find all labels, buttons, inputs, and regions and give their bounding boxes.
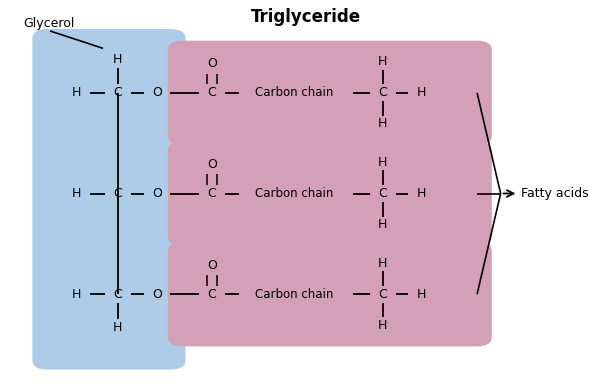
Text: C: C — [379, 187, 387, 200]
Text: O: O — [153, 86, 162, 99]
Text: O: O — [207, 158, 217, 171]
Text: C: C — [379, 288, 387, 301]
FancyBboxPatch shape — [168, 141, 492, 246]
Text: C: C — [379, 86, 387, 99]
Text: Carbon chain: Carbon chain — [255, 288, 334, 301]
Text: H: H — [378, 257, 388, 270]
Text: Carbon chain: Carbon chain — [255, 86, 334, 99]
Text: H: H — [378, 218, 388, 231]
Text: Glycerol: Glycerol — [24, 17, 75, 31]
Text: H: H — [416, 187, 426, 200]
Text: Carbon chain: Carbon chain — [255, 187, 334, 200]
Text: H: H — [72, 288, 81, 301]
Text: C: C — [208, 187, 216, 200]
Text: H: H — [72, 187, 81, 200]
Text: C: C — [208, 86, 216, 99]
FancyBboxPatch shape — [168, 41, 492, 145]
Text: O: O — [153, 288, 162, 301]
Text: H: H — [378, 156, 388, 169]
FancyBboxPatch shape — [168, 242, 492, 346]
Text: C: C — [208, 288, 216, 301]
Text: O: O — [153, 187, 162, 200]
FancyBboxPatch shape — [32, 29, 186, 370]
Text: H: H — [416, 86, 426, 99]
Text: H: H — [378, 319, 388, 332]
Text: O: O — [207, 259, 217, 272]
Text: H: H — [416, 288, 426, 301]
Text: H: H — [72, 86, 81, 99]
Text: H: H — [378, 117, 388, 130]
Text: C: C — [114, 187, 122, 200]
Text: O: O — [207, 57, 217, 70]
Text: Fatty acids: Fatty acids — [521, 187, 589, 200]
Text: C: C — [114, 288, 122, 301]
Text: C: C — [114, 86, 122, 99]
Text: Triglyceride: Triglyceride — [252, 9, 361, 26]
Text: H: H — [113, 320, 123, 334]
Text: H: H — [113, 53, 123, 67]
Text: H: H — [378, 55, 388, 68]
